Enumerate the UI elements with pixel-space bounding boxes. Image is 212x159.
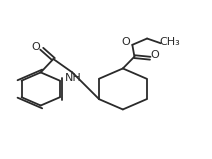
Text: O: O	[150, 50, 159, 60]
Text: CH₃: CH₃	[160, 37, 181, 47]
Text: O: O	[122, 37, 130, 47]
Text: NH: NH	[65, 73, 82, 83]
Text: O: O	[32, 42, 40, 52]
